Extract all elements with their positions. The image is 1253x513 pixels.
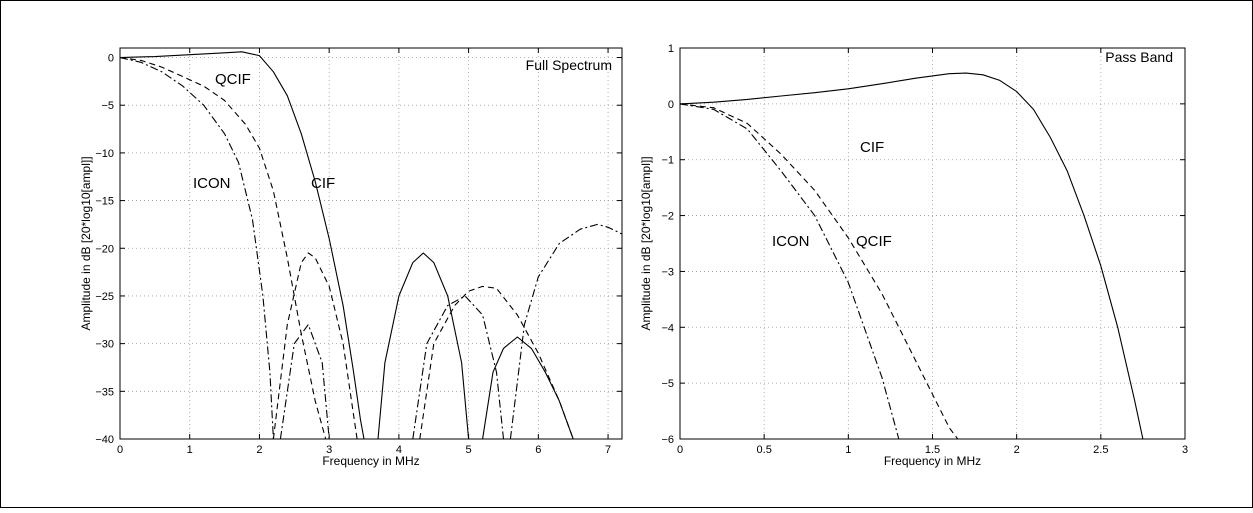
series-line-icon bbox=[120, 56, 622, 439]
series-group bbox=[680, 72, 1144, 439]
x-tick-label: 1 bbox=[845, 444, 851, 456]
x-tick-label: 2 bbox=[1014, 444, 1020, 456]
y-tick-label: −15 bbox=[95, 196, 114, 208]
annotation-icon: ICON bbox=[193, 175, 231, 192]
y-tick-label: −30 bbox=[95, 339, 114, 351]
series-line-cif bbox=[680, 72, 1144, 439]
series-line-icon bbox=[680, 103, 900, 439]
x-tick-label: 5 bbox=[466, 444, 472, 456]
plot-area-frame bbox=[119, 47, 623, 440]
x-tick-label: 2.5 bbox=[1093, 444, 1108, 456]
series-line-qcif bbox=[680, 103, 959, 439]
y-tick-label: −1 bbox=[661, 155, 674, 167]
x-tick-label: 4 bbox=[396, 444, 402, 456]
x-tick-label: 0 bbox=[677, 444, 683, 456]
chart-title: Pass Band bbox=[1105, 49, 1173, 65]
y-axis-label: Amplitude in dB [20*log10[ampl]] bbox=[639, 156, 653, 330]
x-tick-label: 0 bbox=[117, 444, 123, 456]
chart-title: Full Spectrum bbox=[526, 57, 612, 73]
y-tick-label: −5 bbox=[661, 378, 674, 390]
x-tick-label: 0.5 bbox=[757, 444, 772, 456]
y-tick-label: 1 bbox=[668, 43, 674, 55]
x-tick-label: 3 bbox=[1182, 444, 1188, 456]
y-tick-label: −6 bbox=[661, 434, 674, 446]
y-tick-label: −10 bbox=[95, 148, 114, 160]
y-axis-label: Amplitude in dB [20*log10[ampl]] bbox=[79, 156, 93, 330]
y-tick-label: −35 bbox=[95, 386, 114, 398]
x-tick-label: 1 bbox=[187, 444, 193, 456]
x-tick-label: 2 bbox=[256, 444, 262, 456]
y-tick-label: −40 bbox=[95, 434, 114, 446]
y-tick-label: 0 bbox=[108, 53, 114, 65]
x-axis-label: Frequency in MHz bbox=[884, 454, 981, 468]
annotation-qcif: QCIF bbox=[856, 233, 892, 250]
x-tick-label: 6 bbox=[535, 444, 541, 456]
annotation-cif: CIF bbox=[311, 175, 335, 192]
annotation-qcif: QCIF bbox=[215, 71, 251, 88]
y-tick-label: −2 bbox=[661, 211, 674, 223]
x-tick-label: 7 bbox=[605, 444, 611, 456]
series-group bbox=[120, 51, 622, 439]
y-tick-label: −20 bbox=[95, 243, 114, 255]
y-tick-label: −3 bbox=[661, 266, 674, 278]
y-tick-label: −25 bbox=[95, 291, 114, 303]
chart-panel-1: 0 1 2 3 4 5 6 7 0 −5 −10 −15 −20 −25 −30 −35 −40 Frequenc… bbox=[79, 47, 623, 468]
annotation-cif: CIF bbox=[860, 139, 884, 156]
series-line-qcif bbox=[120, 56, 574, 439]
x-tick-label: 1.5 bbox=[925, 444, 940, 456]
y-tick-label: 0 bbox=[668, 99, 674, 111]
annotation-icon: ICON bbox=[772, 233, 810, 250]
y-tick-label: −5 bbox=[101, 100, 114, 112]
y-tick-label: −4 bbox=[661, 322, 674, 334]
chart-panel-2: 0 0.5 1 1.5 2 2.5 3 1 0 −1 −2 −3 −4 −5 −6 Frequency in … bbox=[639, 43, 1188, 468]
x-tick-label: 3 bbox=[326, 444, 332, 456]
x-axis-label: Frequency in MHz bbox=[322, 454, 419, 468]
